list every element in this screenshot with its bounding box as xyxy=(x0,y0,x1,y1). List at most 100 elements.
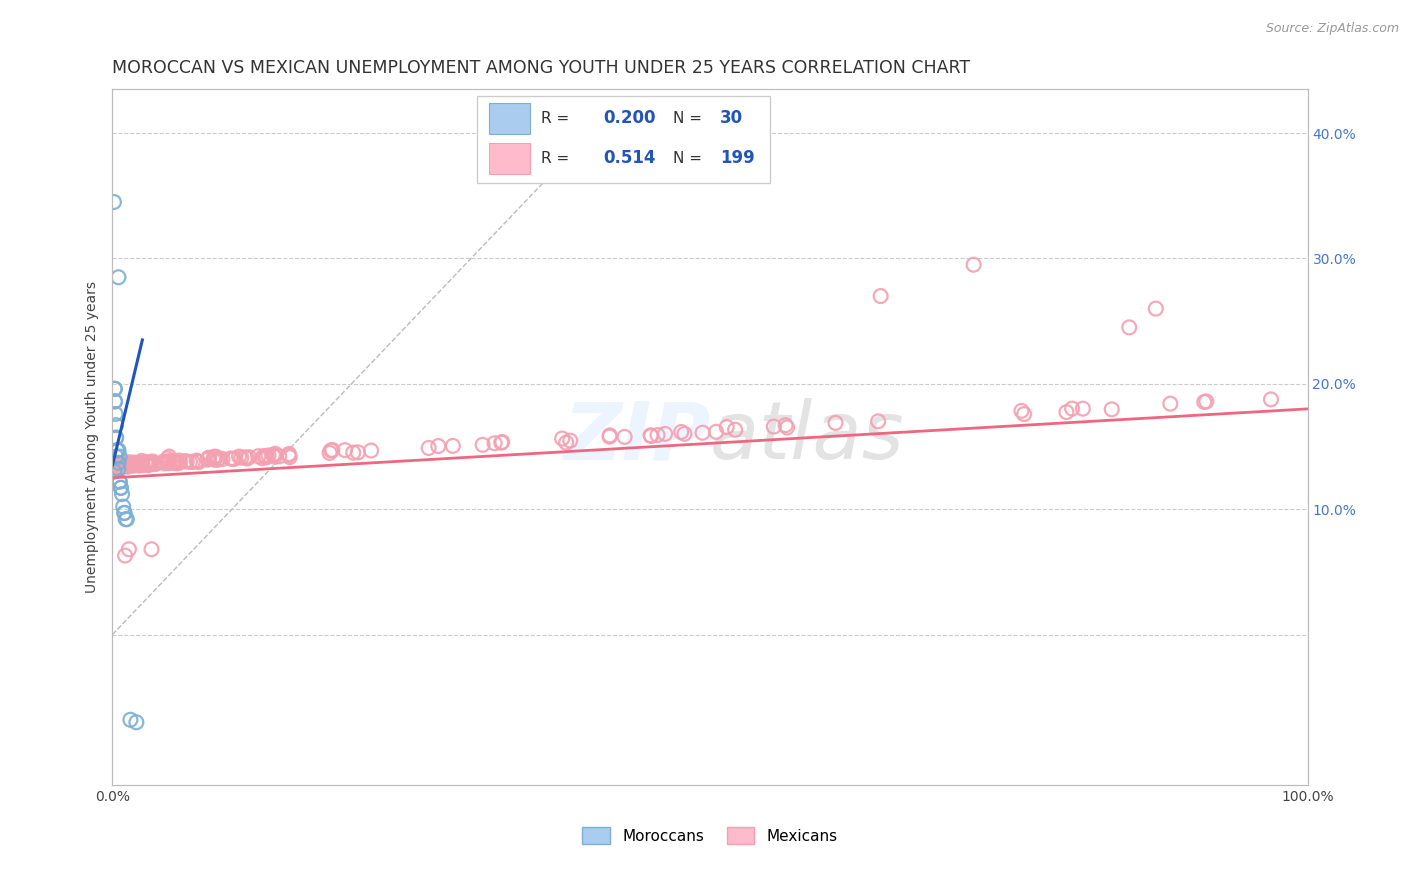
Point xyxy=(125,457,148,471)
Point xyxy=(1195,394,1218,409)
Point xyxy=(278,450,301,464)
Point xyxy=(125,458,148,472)
Point xyxy=(141,454,163,468)
Point xyxy=(247,449,270,463)
Point xyxy=(136,458,159,472)
Point xyxy=(333,443,356,458)
Point xyxy=(105,443,128,458)
Point xyxy=(105,458,128,473)
Point xyxy=(110,481,132,495)
Point xyxy=(640,429,662,443)
Point xyxy=(231,450,253,465)
Point xyxy=(347,445,370,459)
Point xyxy=(1012,407,1035,421)
Point xyxy=(153,457,176,471)
Point xyxy=(118,458,141,473)
Point xyxy=(135,457,157,471)
Point xyxy=(103,465,125,479)
Point xyxy=(121,457,143,471)
Point xyxy=(114,506,135,520)
Point xyxy=(418,441,440,455)
Point xyxy=(211,452,233,467)
Point xyxy=(142,457,165,471)
Point xyxy=(103,458,125,472)
Point xyxy=(121,457,143,471)
Point xyxy=(115,512,138,526)
Point xyxy=(122,456,145,470)
Point xyxy=(321,443,343,458)
Point xyxy=(120,713,142,727)
Text: ZIP: ZIP xyxy=(562,398,710,476)
Point xyxy=(692,425,714,440)
Point xyxy=(262,448,284,462)
Point xyxy=(118,457,141,471)
Point xyxy=(202,450,225,464)
Point xyxy=(1144,301,1167,316)
Point xyxy=(121,456,143,470)
Point xyxy=(110,457,132,471)
Point xyxy=(202,452,225,467)
Point xyxy=(236,451,259,466)
Point xyxy=(125,456,148,470)
Point xyxy=(869,289,891,303)
Point xyxy=(962,258,984,272)
Point xyxy=(1062,401,1084,416)
Point xyxy=(222,451,245,466)
Text: MOROCCAN VS MEXICAN UNEMPLOYMENT AMONG YOUTH UNDER 25 YEARS CORRELATION CHART: MOROCCAN VS MEXICAN UNEMPLOYMENT AMONG Y… xyxy=(112,59,970,77)
Point xyxy=(716,420,738,434)
Point xyxy=(115,457,138,471)
Point xyxy=(112,458,135,472)
Point xyxy=(128,458,150,473)
Point xyxy=(277,448,299,462)
Point xyxy=(139,456,162,470)
Point xyxy=(131,458,153,472)
Point xyxy=(139,456,162,470)
Point xyxy=(108,458,131,472)
Point xyxy=(775,418,797,433)
Point xyxy=(104,382,127,396)
Point xyxy=(319,443,342,458)
Point xyxy=(491,434,513,449)
Point xyxy=(157,450,180,464)
Point xyxy=(114,512,136,526)
Point xyxy=(108,459,131,474)
Point xyxy=(269,450,291,464)
Point xyxy=(202,452,225,467)
Point xyxy=(1071,401,1094,416)
Point xyxy=(118,455,141,469)
Point xyxy=(250,451,273,466)
Point xyxy=(724,423,747,437)
Point xyxy=(118,542,141,557)
Point xyxy=(647,428,669,442)
Point xyxy=(176,454,198,468)
Point xyxy=(117,457,139,471)
Point xyxy=(143,456,166,470)
Point xyxy=(131,458,153,472)
Point xyxy=(108,457,131,471)
Point xyxy=(256,450,278,465)
Point xyxy=(673,426,696,441)
Point xyxy=(360,443,382,458)
Point xyxy=(125,715,148,730)
Point xyxy=(124,458,146,472)
Point xyxy=(105,458,128,473)
Point xyxy=(104,458,127,473)
Point xyxy=(145,457,167,471)
Point xyxy=(277,447,299,461)
Point xyxy=(1194,395,1216,409)
Point xyxy=(139,456,162,470)
Point xyxy=(238,450,260,465)
Point xyxy=(114,457,136,471)
Point xyxy=(427,439,450,453)
Point xyxy=(162,455,184,469)
Point xyxy=(640,428,662,442)
Point xyxy=(131,456,153,470)
Point xyxy=(264,447,287,461)
Point xyxy=(195,452,218,467)
Point xyxy=(103,194,125,209)
Point xyxy=(131,456,153,470)
Point xyxy=(156,451,179,466)
Point xyxy=(135,455,157,469)
Point xyxy=(111,487,134,501)
Point xyxy=(205,453,228,467)
